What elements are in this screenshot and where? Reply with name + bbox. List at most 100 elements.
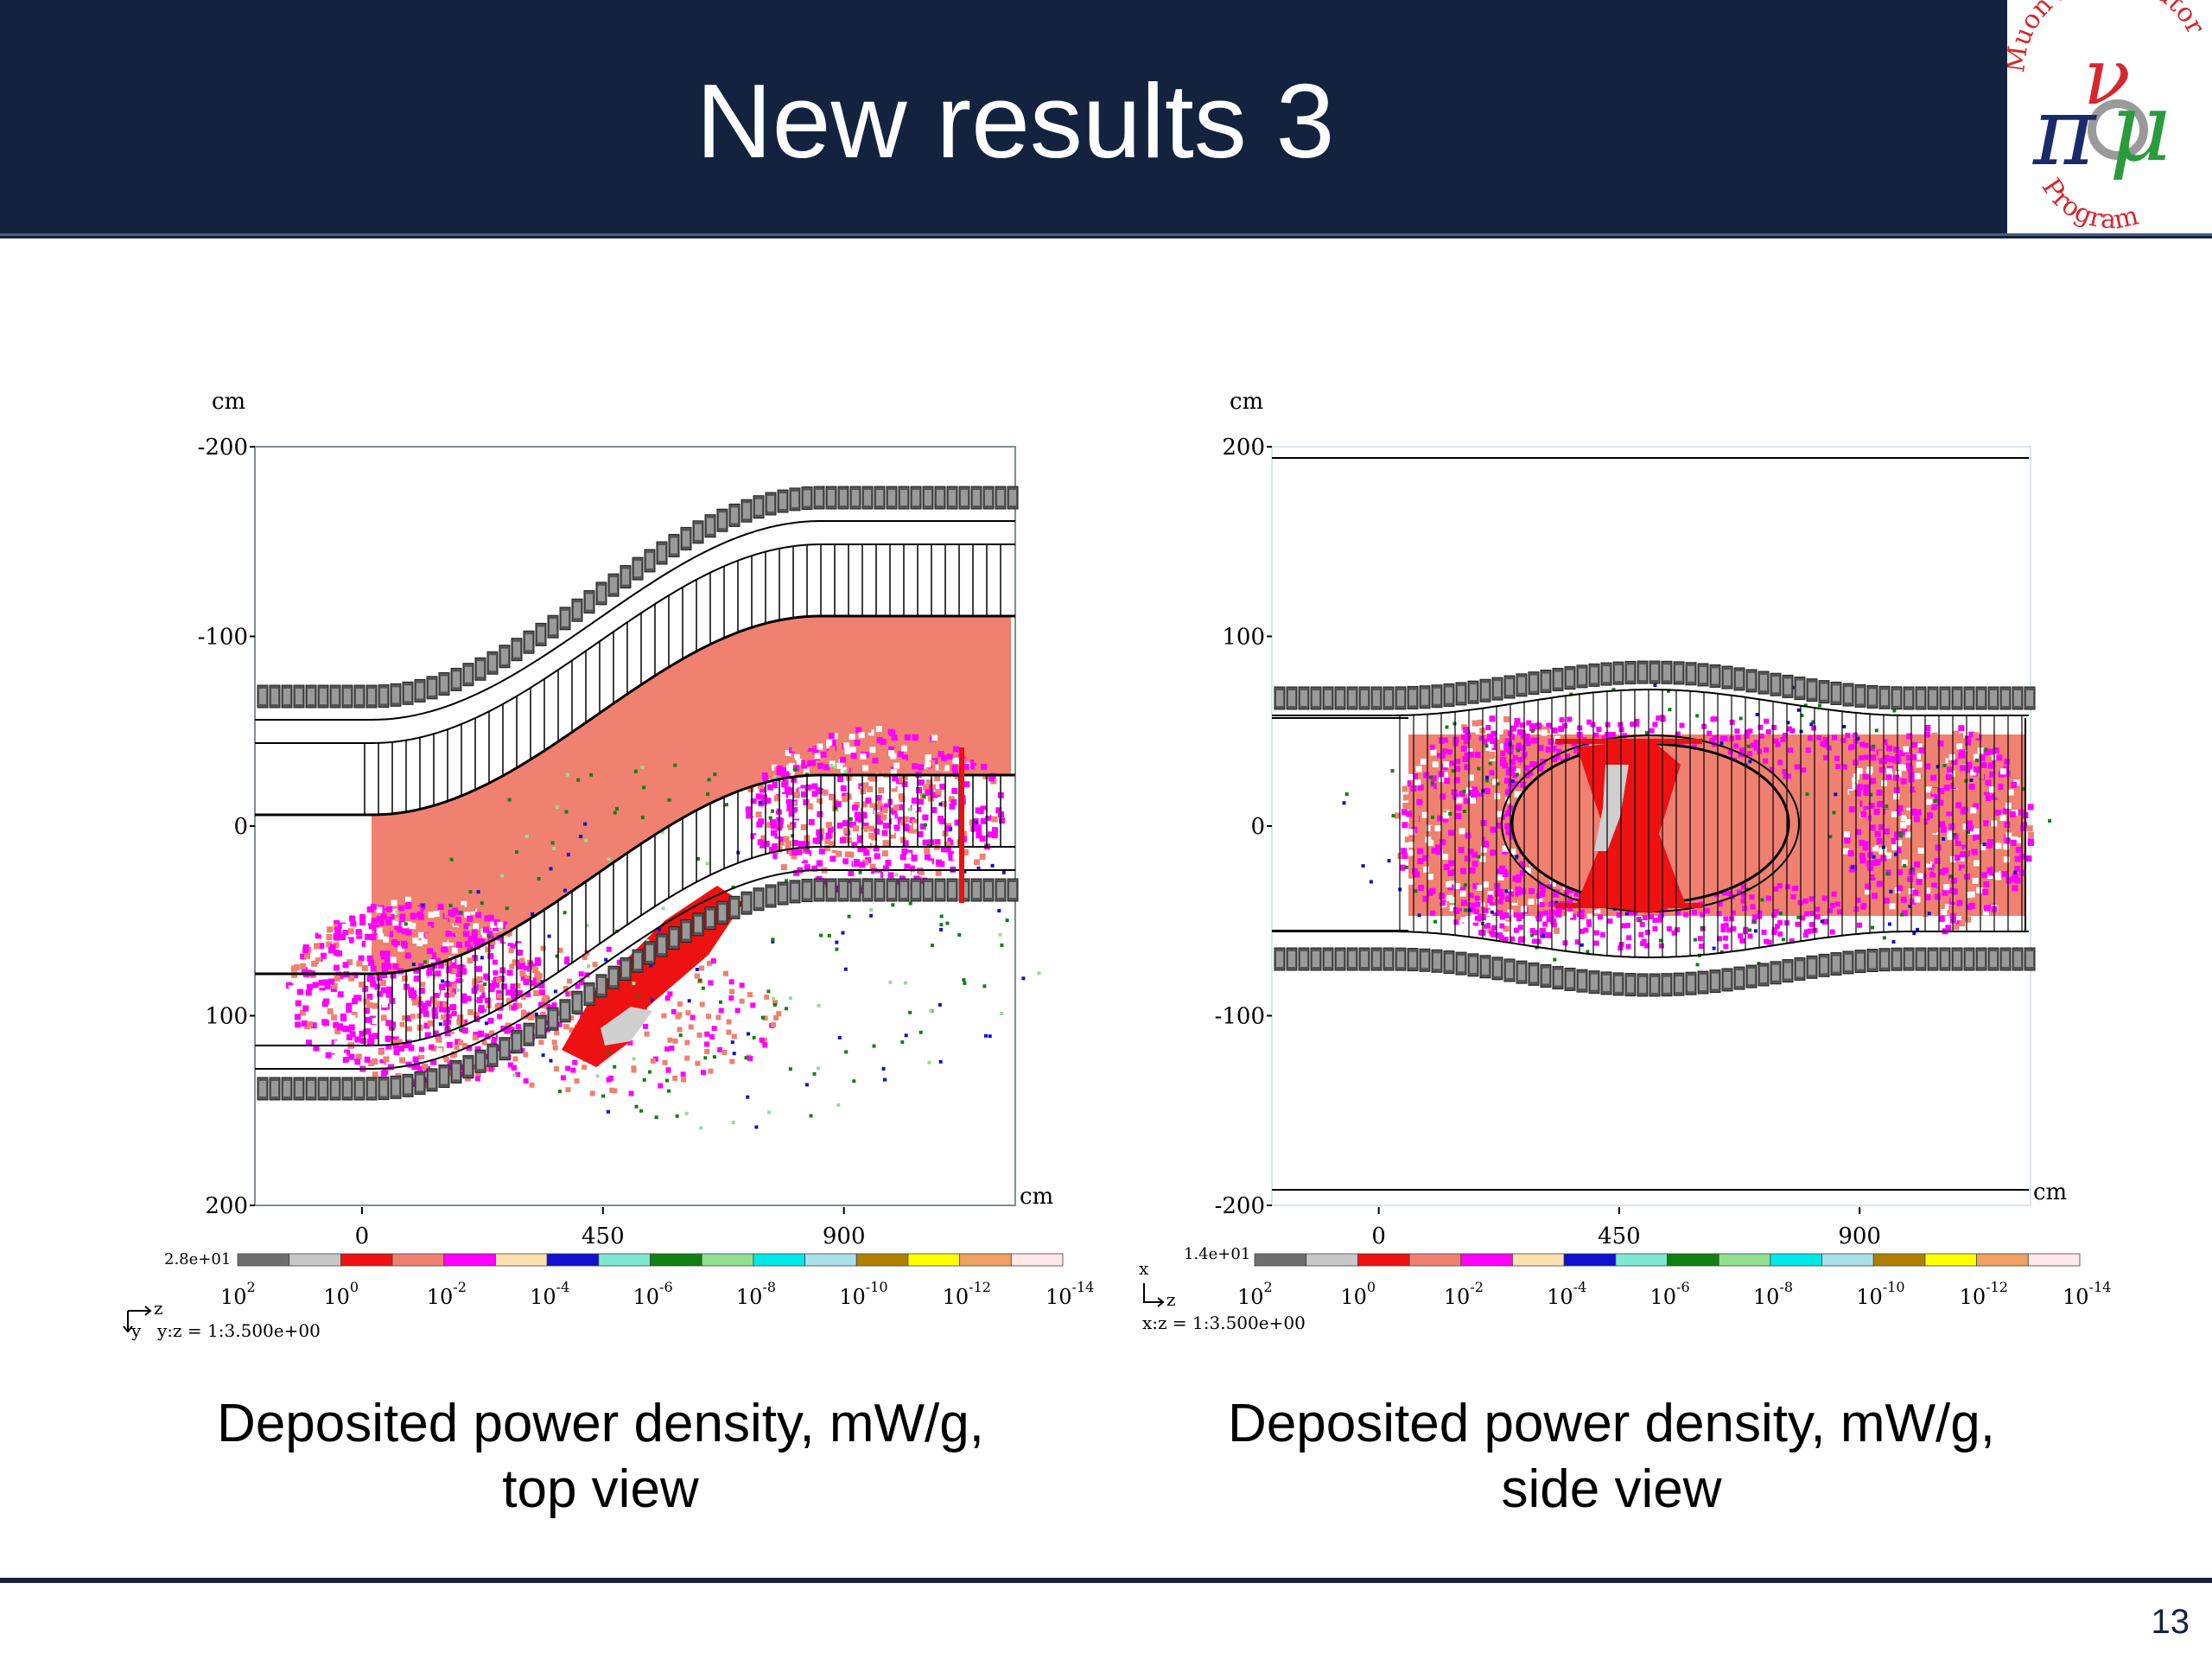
deposition-pixel (1976, 887, 1983, 893)
deposition-pixel (494, 1003, 501, 1010)
deposition-pixel (690, 1014, 696, 1020)
deposition-pixel (2004, 759, 2011, 765)
deposition-pixel (1722, 890, 1728, 896)
deposition-pixel (333, 1021, 340, 1028)
deposition-pixel (764, 995, 770, 1000)
deposition-pixel (1542, 921, 1548, 927)
deposition-pixel (850, 821, 856, 828)
coil-core (598, 585, 605, 601)
deposition-pixel (912, 804, 918, 811)
deposition-pixel (366, 906, 373, 913)
deposition-pixel (627, 1040, 633, 1046)
deposition-pixel (632, 982, 636, 986)
deposition-pixel (1844, 837, 1851, 844)
deposition-pixel (1657, 913, 1663, 919)
deposition-pixel (869, 752, 876, 758)
deposition-pixel (1807, 735, 1813, 741)
deposition-pixel (1972, 877, 1979, 884)
deposition-pixel (1534, 738, 1540, 744)
deposition-pixel (876, 818, 883, 825)
deposition-pixel (1683, 912, 1689, 918)
deposition-pixel (643, 1023, 649, 1029)
deposition-pixel (793, 812, 800, 819)
deposition-pixel (365, 933, 372, 940)
deposition-pixel (413, 967, 420, 974)
deposition-pixel (381, 1001, 388, 1007)
deposition-pixel (560, 1075, 566, 1081)
deposition-pixel (1503, 804, 1510, 811)
caption-line-1: Deposited power density, mW/g, (217, 1394, 984, 1453)
deposition-pixel (1545, 747, 1552, 753)
deposition-pixel (1931, 804, 1938, 810)
deposition-pixel (1883, 800, 1890, 807)
deposition-pixel (1464, 798, 1471, 804)
coil-core (1929, 690, 1936, 706)
deposition-pixel (1960, 844, 1967, 851)
deposition-pixel (1667, 689, 1670, 693)
deposition-pixel (861, 825, 868, 832)
deposition-pixel (437, 904, 444, 911)
deposition-pixel (644, 1031, 650, 1037)
deposition-pixel (642, 785, 646, 790)
deposition-pixel (1950, 877, 1957, 884)
deposition-pixel (1955, 802, 1962, 809)
deposition-pixel (827, 750, 834, 757)
deposition-pixel (479, 984, 485, 990)
deposition-pixel (411, 963, 416, 967)
deposition-pixel (869, 747, 876, 753)
x-tick-label: 0 (355, 1224, 370, 1249)
deposition-pixel (807, 760, 814, 766)
deposition-pixel (519, 970, 526, 977)
deposition-pixel (1477, 719, 1484, 726)
deposition-pixel (808, 818, 815, 825)
deposition-pixel (1641, 938, 1647, 944)
deposition-pixel (1870, 778, 1876, 785)
coil-core (598, 977, 605, 994)
deposition-pixel (1510, 725, 1516, 732)
deposition-pixel (949, 803, 956, 810)
deposition-pixel (912, 860, 919, 867)
deposition-pixel (1738, 716, 1743, 721)
deposition-pixel (385, 919, 392, 926)
deposition-pixel (490, 922, 497, 928)
deposition-pixel (776, 1011, 782, 1017)
deposition-pixel (869, 815, 876, 822)
deposition-pixel (2014, 855, 2021, 862)
deposition-pixel (589, 1090, 595, 1096)
deposition-pixel (891, 818, 898, 825)
deposition-pixel (609, 1087, 615, 1093)
coil-core (2026, 690, 2033, 706)
deposition-pixel (1908, 905, 1912, 909)
deposition-pixel (1911, 741, 1918, 748)
deposition-pixel (759, 801, 763, 805)
deposition-pixel (468, 925, 473, 930)
coil-core (852, 490, 859, 505)
deposition-pixel (1514, 721, 1520, 728)
deposition-pixel (386, 1049, 393, 1056)
coil-core (900, 490, 907, 505)
deposition-pixel (1939, 757, 1946, 764)
deposition-pixel (1800, 714, 1804, 717)
deposition-pixel (1953, 730, 1960, 737)
coil-core (586, 594, 593, 610)
deposition-pixel (1726, 927, 1732, 933)
deposition-pixel (968, 763, 975, 770)
deposition-pixel (1786, 721, 1790, 725)
deposition-pixel (806, 742, 813, 748)
deposition-pixel (1885, 773, 1892, 780)
coil-core (791, 491, 798, 507)
deposition-pixel (418, 988, 425, 995)
deposition-pixel (584, 838, 588, 842)
deposition-pixel (847, 914, 851, 918)
deposition-pixel (1910, 786, 1916, 793)
deposition-pixel (1521, 734, 1526, 740)
coil-core (1917, 951, 1924, 967)
deposition-pixel (2013, 870, 2018, 874)
deposition-pixel (354, 1058, 360, 1065)
deposition-pixel (1973, 828, 1980, 835)
deposition-pixel (1868, 844, 1875, 851)
coil-core (1663, 976, 1670, 993)
deposition-pixel (1469, 732, 1476, 739)
deposition-pixel (488, 1066, 494, 1072)
deposition-pixel (385, 1020, 392, 1027)
